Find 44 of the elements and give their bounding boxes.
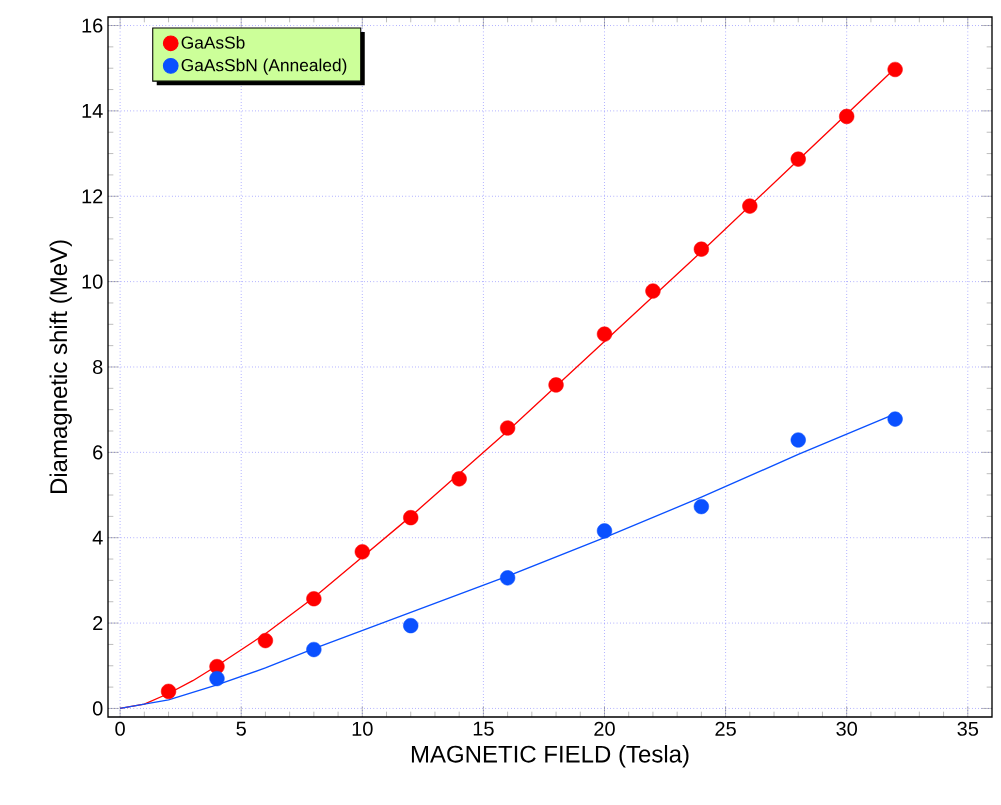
x-tick-label: 0 [115, 721, 125, 736]
point [354, 544, 370, 560]
x-tick-label: 5 [236, 721, 246, 736]
point [209, 670, 225, 687]
y-tick-label: 4 [92, 530, 103, 545]
point [693, 498, 709, 515]
point [790, 432, 806, 448]
y-tick-label: 10 [82, 274, 103, 289]
point [693, 241, 709, 257]
point [742, 198, 758, 214]
point [645, 283, 661, 299]
x-axis-title: MAGNETIC FIELD (Tesla) [411, 745, 689, 768]
point [451, 471, 467, 487]
point [839, 108, 855, 125]
y-tick-label: 12 [82, 189, 103, 204]
point [306, 641, 322, 658]
point [548, 377, 564, 393]
point [500, 570, 516, 586]
point [596, 326, 613, 342]
y-axis-title: Diamagnetic shift (MeV) [49, 240, 72, 494]
y-tick-label: 16 [82, 18, 103, 33]
legend-label: GaAsSbN (Annealed) [181, 58, 347, 75]
point [160, 683, 177, 699]
y-tick-label: 8 [93, 359, 103, 375]
y-tick-label: 0 [92, 701, 103, 716]
point [403, 510, 419, 526]
y-tick-label: 2 [93, 616, 103, 631]
y-tick-label: 14 [82, 104, 103, 118]
point [257, 632, 274, 649]
point [887, 411, 903, 427]
point [596, 523, 613, 539]
x-tick-label: 25 [715, 721, 736, 736]
point [790, 151, 806, 167]
point [306, 591, 322, 607]
x-tick-label: 35 [957, 721, 979, 736]
point [403, 618, 419, 634]
x-tick-label: 15 [473, 721, 494, 736]
x-tick-label: 30 [836, 721, 858, 736]
point [500, 420, 516, 436]
x-tick-label: 10 [352, 721, 373, 736]
y-tick-label: 6 [93, 445, 103, 460]
x-tick-label: 20 [594, 721, 615, 736]
legend-label: GaAsSb [181, 36, 245, 49]
point [887, 61, 903, 78]
